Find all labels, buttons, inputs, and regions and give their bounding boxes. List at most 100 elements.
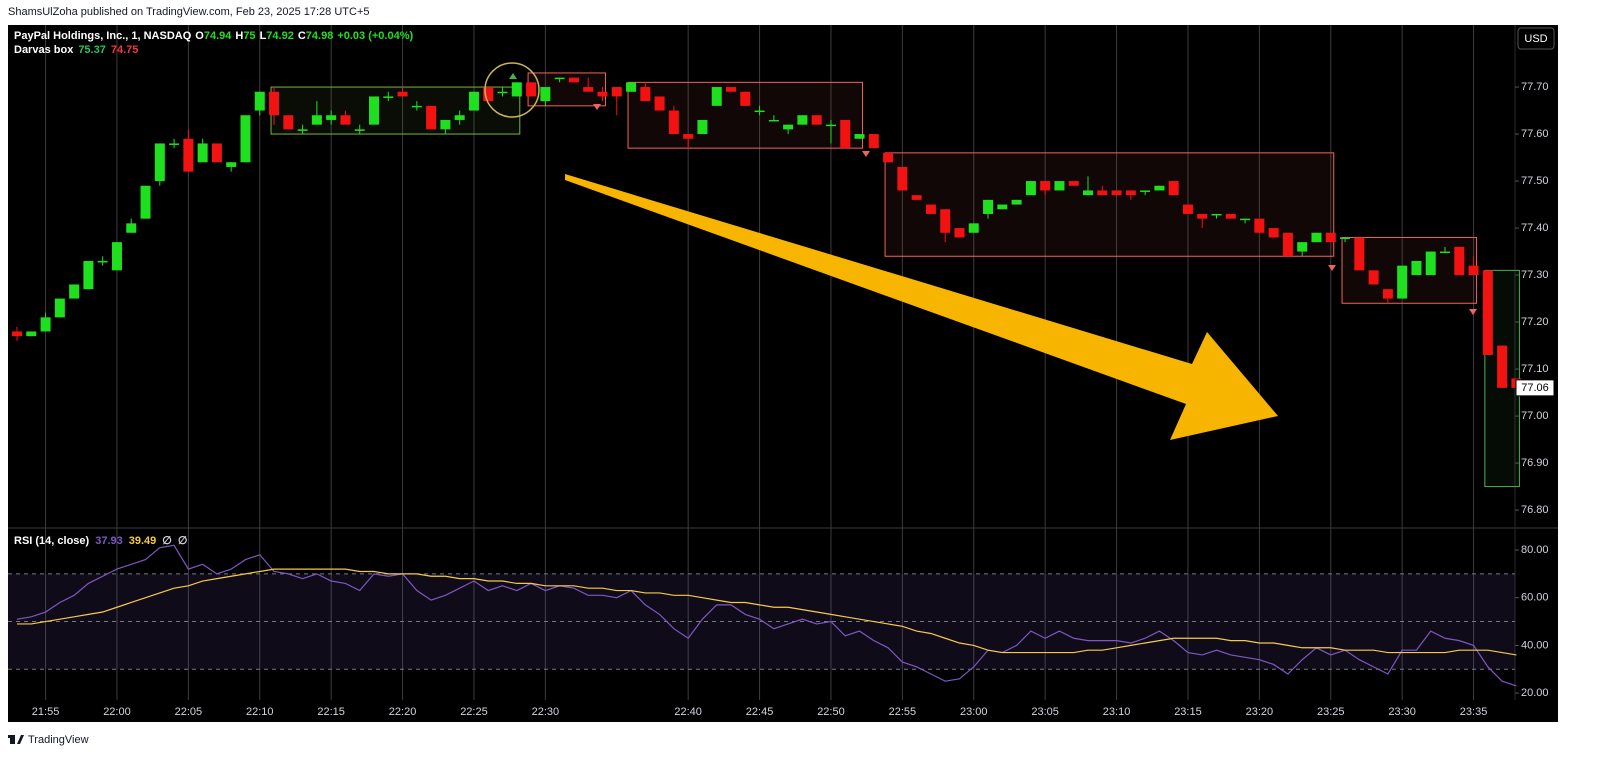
axes: 21:55 22:00 22:05 22:10 22:15 22:20 22:25 22:30…: [32, 81, 1555, 718]
candle-body: [883, 152, 894, 163]
candle-body: [40, 317, 51, 332]
darvas-box: [1341, 236, 1478, 304]
candle-body: [740, 91, 751, 106]
candle-body: [226, 162, 237, 167]
rsi-legend-value: ∅: [178, 535, 188, 547]
candle-body: [568, 77, 579, 83]
candle-body: [1140, 190, 1151, 192]
candle-body: [197, 143, 208, 163]
candle-body: [825, 124, 836, 127]
candle-body: [1125, 190, 1136, 196]
candle-body: [1497, 345, 1508, 388]
candle-body: [1097, 190, 1108, 196]
candle-body: [1040, 181, 1051, 191]
ohlc-value: 75: [243, 30, 255, 42]
candle-body: [1154, 185, 1165, 191]
candles: [12, 77, 1522, 388]
x-tick-label: 23:20: [1246, 706, 1274, 718]
candle-body: [1468, 265, 1479, 276]
candle-body: [640, 87, 651, 102]
indicator-name: Darvas box: [14, 44, 74, 56]
ohlc-value: 74.94: [204, 30, 232, 42]
candle-body: [583, 87, 594, 92]
candle-body: [1411, 260, 1422, 276]
candle-body: [1111, 190, 1122, 196]
x-tick-label: 23:10: [1103, 706, 1131, 718]
candle-body: [283, 115, 294, 130]
down-signal: [1469, 309, 1477, 315]
candle-body: [1354, 237, 1365, 271]
candle-body: [169, 143, 180, 145]
y-tick-label: 76.90: [1521, 457, 1549, 469]
x-tick-label: 22:20: [389, 706, 417, 718]
rsi-legend-value: ∅: [162, 535, 172, 547]
candle-body: [983, 199, 994, 214]
rsi-title: RSI (14, close): [14, 535, 90, 547]
down-signal: [593, 104, 601, 110]
candle-body: [1340, 237, 1351, 239]
rsi-legend: RSI (14, close) 37.93 39.49 ∅ ∅: [14, 535, 187, 547]
darvas-box: [884, 152, 1335, 257]
y-tick-label: 20.00: [1521, 687, 1549, 699]
candle-body: [354, 129, 365, 131]
last-price-box: [1515, 379, 1555, 397]
chart-background: [8, 25, 1558, 722]
down-signal: [1328, 265, 1336, 271]
candle-body: [511, 82, 522, 97]
candle-body: [454, 115, 465, 120]
candle-body: [468, 91, 479, 111]
x-tick-label: 23:15: [1174, 706, 1202, 718]
candle-body: [754, 110, 765, 113]
ohlc-label: C: [298, 30, 306, 42]
up-signal: [509, 73, 517, 79]
x-tick-label: 22:00: [103, 706, 131, 718]
candle-body: [254, 91, 265, 111]
candle-body: [383, 96, 394, 98]
x-tick-label: 23:05: [1031, 706, 1059, 718]
currency[interactable]: USD: [1524, 33, 1547, 45]
candle-body: [397, 91, 408, 97]
y-tick-label: 40.00: [1521, 639, 1549, 651]
candle-body: [340, 115, 351, 125]
darvas-box: [270, 86, 521, 135]
symbol-title: PayPal Holdings, Inc., 1, NASDAQ: [14, 30, 192, 42]
candle-body: [1168, 181, 1179, 196]
footer-brand: TradingView: [28, 734, 89, 746]
candle-body: [1240, 218, 1251, 221]
candle-body: [1311, 232, 1322, 243]
rsi-legend-value: 39.49: [129, 535, 157, 547]
indicator-legend: Darvas box 75.37 74.75: [14, 44, 138, 56]
logo-mark: [10, 735, 15, 744]
rsi-legend-value: 37.93: [95, 535, 123, 547]
candle-body: [1454, 246, 1465, 276]
candle-body: [997, 204, 1008, 210]
y-tick-label: 77.50: [1521, 175, 1549, 187]
candle-body: [83, 260, 94, 290]
footer: TradingView: [8, 734, 89, 746]
candle-body: [526, 82, 537, 97]
currency-button[interactable]: [1517, 27, 1555, 50]
candle-body: [540, 87, 551, 102]
candle-body: [1225, 213, 1236, 219]
candle-body: [668, 110, 679, 135]
trend-arrow: [565, 174, 1278, 440]
header: ShamsUlZoha published on TradingView.com…: [8, 6, 370, 18]
candle-body: [597, 91, 608, 97]
y-tick-label: 80.00: [1521, 544, 1549, 556]
candle-body: [911, 195, 922, 200]
ohlc-value: 74.98: [306, 30, 334, 42]
candle-body: [1297, 242, 1308, 252]
candle-body: [154, 143, 165, 182]
x-tick-label: 22:45: [746, 706, 774, 718]
ohlc-label: L: [260, 30, 267, 42]
indicator-value: 74.75: [111, 44, 139, 56]
candle-body: [369, 96, 379, 125]
candle-body: [811, 115, 822, 125]
candle-body: [411, 105, 422, 108]
candle-body: [440, 119, 451, 130]
candle-body: [1325, 232, 1336, 243]
rsi-line: [17, 568, 1517, 656]
ohlc-label: O: [195, 30, 204, 42]
candle-body: [297, 129, 308, 131]
